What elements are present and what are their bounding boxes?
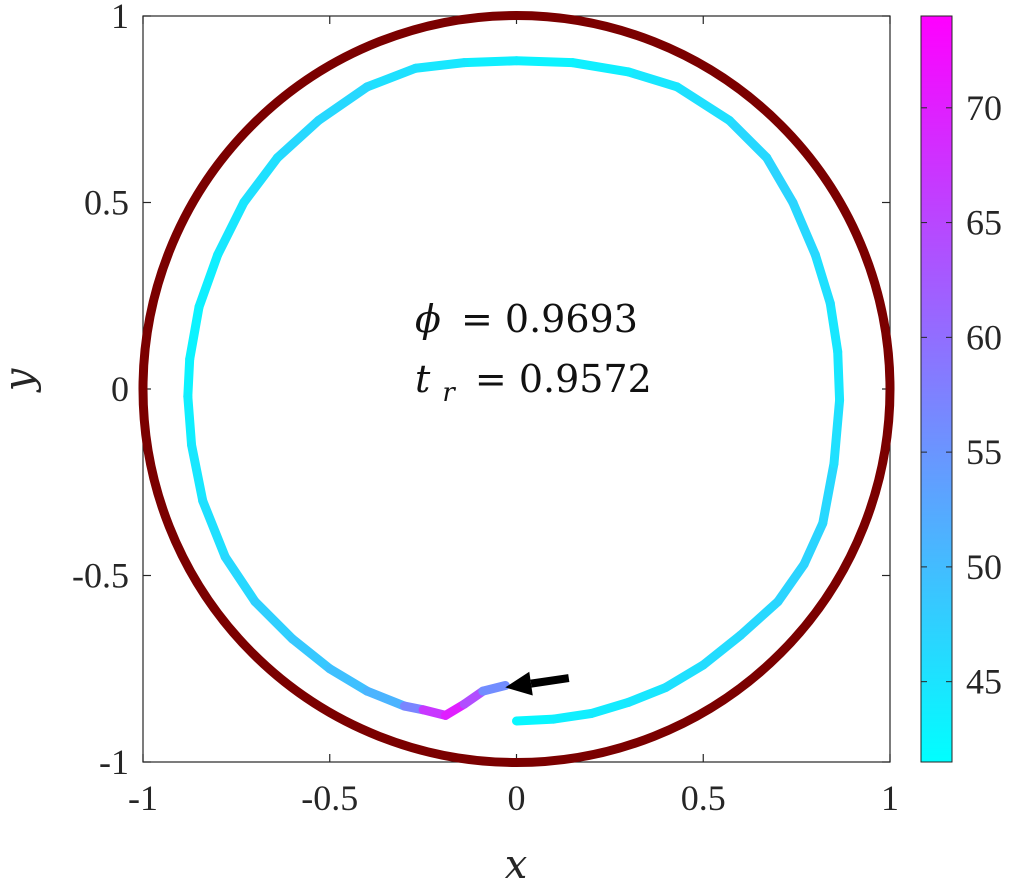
trajectory-segment [314,82,372,125]
y-ticks: -1 -0.5 0 0.5 1 [72,0,890,782]
trajectory-segment [325,664,372,696]
x-tick-label: -0.5 [301,778,358,818]
annotation-phi: ϕ = 0.9693 [415,297,638,341]
trajectory-segment [762,153,798,207]
x-tick-label: 0.5 [681,778,726,818]
colorbar-tick-label: 65 [966,203,1002,243]
trajectory-segment [459,56,521,68]
x-tick-label: -1 [128,778,158,818]
trajectory-segment [198,496,230,562]
annotation-tr-subscript: r [442,378,456,408]
annotation-phi-value: = 0.9693 [461,297,638,341]
trajectory-segment [272,115,324,163]
colorbar-tick-label: 60 [966,317,1002,357]
trajectory-segment [183,354,195,401]
colorbar-tick-label: 55 [966,432,1002,472]
trajectory-segment [661,660,708,692]
boundary-circle [138,11,895,767]
annotation-tr-symbol: t [415,357,431,401]
trajectory-segment [549,709,596,724]
colorbar-ticks: 45 50 55 60 65 70 [921,88,1002,702]
y-tick-label: 0 [111,369,129,409]
y-tick-label: 1 [111,0,129,36]
colorbar-tick-label: 70 [966,88,1002,128]
trajectory-segment [250,597,297,644]
y-tick-label: 0.5 [84,183,129,223]
annotation-phi-symbol: ϕ [415,297,441,341]
trajectory-segment [362,686,409,711]
trajectory-segment [698,630,746,670]
trajectory-segment [220,552,260,607]
trajectory-segment [213,198,249,260]
y-axis-label: y [0,367,42,393]
trajectory-segment [799,518,828,569]
trajectory-segment [788,198,820,260]
colorbar [920,15,953,763]
trajectory-segment [724,115,772,163]
trajectory-segment [512,714,559,726]
trajectory-segment [287,634,335,674]
trajectory-segment [586,697,634,719]
trajectory-segment [185,302,204,364]
trajectory-segment [624,682,671,707]
trajectory-segment [239,153,282,207]
plot-area [142,15,891,763]
y-tick-label: -0.5 [72,556,129,596]
arrow-shaft [530,674,570,688]
trajectory-segment [411,58,469,73]
trajectory-segment [194,250,223,312]
trajectory-segment [810,250,835,308]
arrow-marker [505,671,570,696]
trajectory-segment [833,347,845,405]
trajectory-segment [829,395,845,469]
colorbar-tick-label: 50 [966,547,1002,587]
annotation-tr-value: = 0.9572 [475,357,652,401]
trajectory-segment [773,559,809,607]
trajectory-segment [624,67,682,92]
x-tick-label: 1 [881,778,899,818]
y-tick-label: -1 [99,742,129,782]
trajectory-segment [512,56,578,68]
trajectory-segment [568,58,634,77]
x-axis-label: x [505,842,528,888]
trajectory-segment [672,82,734,125]
x-tick-label: 0 [508,778,526,818]
trajectory-series [183,56,845,726]
x-ticks: -1 -0.5 0 0.5 1 [128,16,899,818]
trajectory-segment [736,597,783,640]
trajectory-segment [818,459,839,528]
trajectory-segment [183,391,197,450]
annotation-tr: t r = 0.9572 [415,357,652,410]
colorbar-tick-label: 45 [966,662,1002,702]
trajectory-segment [362,63,421,92]
trajectory-segment [478,681,510,696]
trajectory-segment [825,298,843,357]
arrow-head [505,671,533,696]
trajectory-segment [187,440,208,506]
